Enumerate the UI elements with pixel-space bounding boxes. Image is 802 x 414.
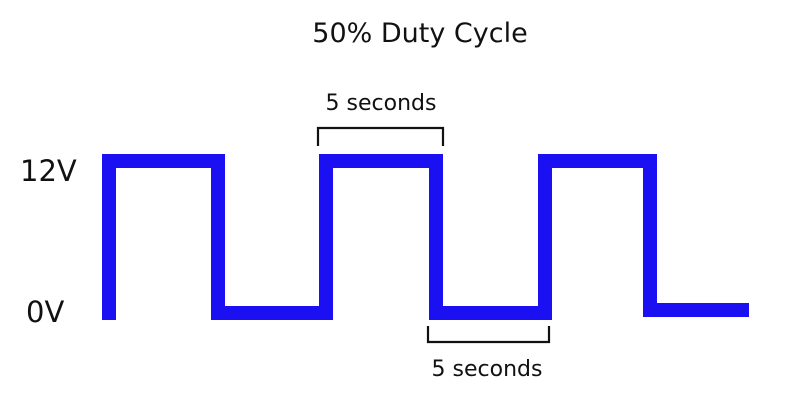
label-high-voltage: 12V <box>20 154 77 188</box>
label-low-voltage: 0V <box>26 295 64 329</box>
low-duration-bracket <box>426 326 551 344</box>
square-waveform <box>102 154 749 320</box>
label-high-duration: 5 seconds <box>326 91 437 116</box>
label-low-duration: 5 seconds <box>432 357 543 382</box>
diagram-title: 50% Duty Cycle <box>312 18 527 49</box>
high-duration-bracket <box>316 126 445 146</box>
